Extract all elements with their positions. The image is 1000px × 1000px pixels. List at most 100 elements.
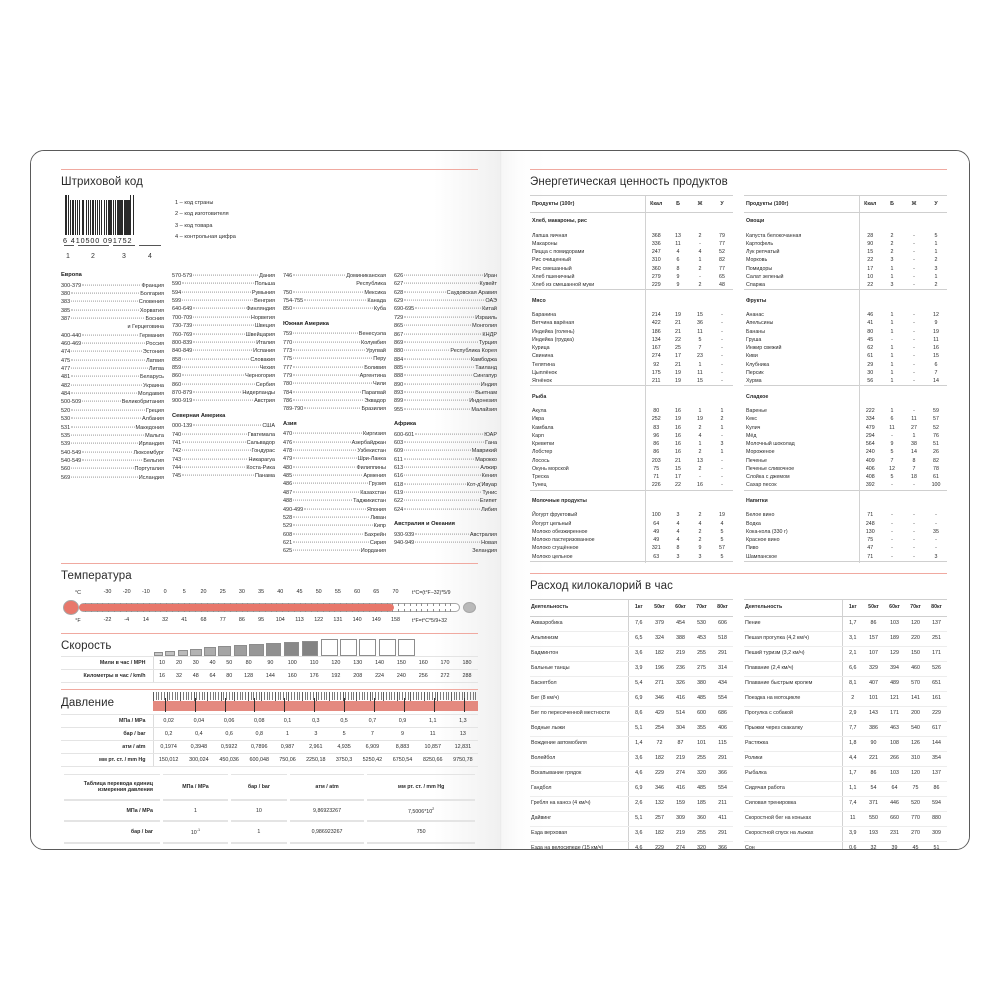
table-cell: 3750,3 [330, 752, 358, 767]
country-code: 603 [394, 439, 404, 446]
country-group-heading: Северная Америка [172, 412, 226, 419]
leader-dots [193, 274, 259, 276]
table-row: Инжир свежий 62 1 - 16 [744, 344, 947, 353]
table-cell: 1,01*10-1 [163, 843, 229, 849]
kcal-value: 309 [926, 826, 947, 843]
food-name: Хлеб пшеничный [532, 273, 575, 280]
column-header: Продукты (100г) [530, 194, 645, 214]
group-label: Хлеб, макароны, рис [532, 218, 587, 225]
leader-dots [404, 441, 485, 443]
kcal-value: 137 [926, 766, 947, 783]
country-code: 300-379 [61, 282, 82, 289]
column-header: 50кг [649, 599, 670, 618]
kcal-value: 231 [884, 826, 905, 843]
country-code: 624 [394, 506, 404, 513]
nutrient-value: 1 [890, 312, 894, 318]
country-name: Киргизия [363, 431, 386, 438]
country-name: Таджикистан [353, 498, 386, 505]
leader-dots [404, 349, 450, 351]
nutrient-value: 1 [890, 369, 894, 376]
nutrient-value: 17 [858, 264, 881, 273]
table-row: Хурма 56 1 - 14 [744, 377, 947, 386]
country-group-heading: Азия [283, 420, 297, 427]
nutrient-value: 2 [698, 265, 702, 272]
activity-name: Пеший туризм (3,2 км/ч) [744, 646, 842, 663]
country-name: Македония [135, 424, 164, 431]
nutrient-value: 2 [698, 537, 702, 543]
group-label: Сладкое [746, 393, 769, 400]
country-code-row: 625 Иордания [283, 547, 386, 555]
nutrient-value: - [721, 361, 723, 368]
country-name: Исландия [138, 474, 164, 481]
country-name: Мальта [145, 432, 164, 439]
nutrient-value: 17 [675, 474, 681, 480]
column-header: 70кг [905, 599, 926, 618]
nutrient-value: 422 [644, 319, 667, 328]
country-name: Египет [479, 498, 497, 505]
nutrient-value: 2 [698, 232, 702, 239]
country-code: 870-879 [172, 390, 193, 397]
country-name: Камбоджа [470, 356, 497, 363]
food-name: Свинина [532, 353, 554, 360]
country-code: 789-790 [283, 406, 304, 413]
country-code: 860 [172, 373, 182, 380]
temperature-tick: 70 [392, 588, 399, 595]
food-name: Морковь [746, 257, 768, 264]
country-code: 618 [394, 481, 404, 488]
country-name: Алжир [480, 465, 497, 472]
country-code-row: 531 Македония [61, 424, 164, 432]
nutrient-value: 1 [890, 328, 894, 335]
country-name: Коста-Рика [246, 465, 275, 472]
table-row: Индейка (грудка) 134 22 5 - [530, 335, 733, 344]
country-name: Литва [148, 365, 164, 372]
country-name: Кения [481, 473, 497, 480]
table-cell: 10,857 [417, 739, 448, 754]
kcal-value: 429 [649, 706, 670, 723]
table-row: Молочный шоколад 564 9 38 51 [744, 440, 947, 449]
nutrient-value: 2 [890, 232, 894, 239]
country-code: 627 [394, 281, 404, 288]
kcal-value: 189 [884, 631, 905, 648]
temperature-tick: 68 [200, 616, 207, 623]
country-code-row: 383 Словения [61, 298, 164, 306]
leader-dots [403, 458, 475, 460]
leader-dots [293, 474, 363, 476]
nutrient-value: - [935, 537, 937, 543]
leader-dots [293, 499, 353, 501]
country-code: 540-549 [61, 457, 82, 464]
leader-dots [293, 332, 358, 334]
left-page: Штриховой код 6 410500 091752 1 2 3 [31, 151, 500, 849]
nutrient-value: 336 [644, 239, 667, 248]
table-row: Лапша яичная 368 13 2 79 [530, 231, 733, 240]
table-cell: 13 [447, 726, 478, 741]
nutrient-value: - [935, 545, 937, 552]
nutrient-value: 56 [858, 377, 881, 386]
leader-dots [293, 391, 361, 393]
country-code-row: 603 Гана [394, 439, 497, 447]
nutrient-value: 16 [675, 449, 681, 456]
nutrient-value: 13 [675, 232, 681, 239]
country-name: Перу [373, 356, 386, 363]
country-code: 540-549 [61, 449, 82, 456]
nutrient-value: 29 [858, 360, 881, 369]
leader-dots [71, 367, 148, 369]
speed-bar [339, 638, 357, 656]
kcal-value: 3,6 [627, 646, 649, 663]
temperature-tick: 104 [275, 616, 285, 623]
temperature-tick: -4 [124, 616, 130, 623]
leader-dots [293, 341, 361, 343]
column-header: Ж [689, 194, 711, 214]
kcal-value: 274 [670, 766, 691, 783]
country-code-row: 540-549 Люксембург [61, 449, 164, 457]
food-name: Хурма [746, 378, 762, 384]
country-code: 479 [283, 456, 293, 463]
activity-name: Скоростной спуск на лыжах [744, 826, 842, 843]
kcal-value: 1,8 [841, 736, 863, 753]
leader-dots [404, 341, 478, 343]
kcal-value: 600 [691, 706, 712, 723]
nutrient-value: - [913, 345, 915, 351]
kcal-value: 366 [712, 841, 733, 849]
country-code: 530 [61, 416, 71, 423]
kcal-value: 185 [691, 796, 712, 813]
country-code: 700-709 [172, 314, 193, 321]
